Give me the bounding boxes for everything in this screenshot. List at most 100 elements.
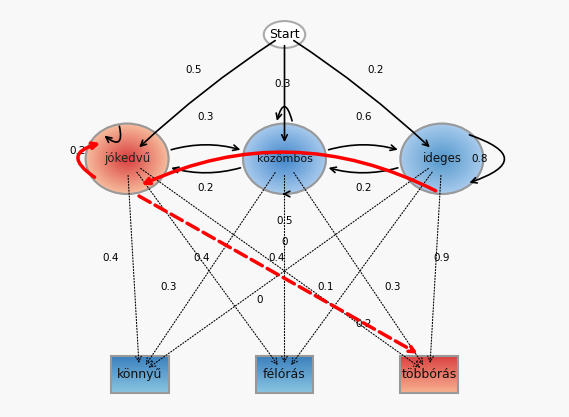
Bar [401, 389, 459, 390]
Ellipse shape [405, 127, 480, 191]
Bar [401, 367, 459, 368]
Bar [255, 357, 314, 358]
Ellipse shape [400, 123, 484, 194]
Ellipse shape [406, 128, 477, 189]
Ellipse shape [102, 137, 152, 180]
Ellipse shape [439, 156, 445, 161]
Bar [255, 360, 314, 361]
Ellipse shape [247, 127, 322, 191]
Bar [255, 384, 314, 385]
Bar [401, 381, 459, 382]
Ellipse shape [266, 143, 303, 174]
Bar [110, 358, 168, 359]
Ellipse shape [267, 144, 302, 174]
Ellipse shape [403, 126, 480, 191]
Ellipse shape [413, 134, 471, 184]
Ellipse shape [417, 137, 467, 180]
Ellipse shape [402, 125, 481, 193]
Bar [255, 356, 314, 393]
Ellipse shape [280, 155, 289, 163]
Ellipse shape [424, 144, 460, 174]
Ellipse shape [89, 127, 164, 191]
Bar [255, 385, 314, 386]
Text: 0.3: 0.3 [197, 112, 214, 122]
Ellipse shape [88, 125, 167, 193]
Ellipse shape [255, 134, 314, 184]
Bar [110, 361, 168, 362]
Text: 0.4: 0.4 [268, 253, 284, 263]
Ellipse shape [441, 158, 443, 160]
Bar [255, 381, 314, 382]
Ellipse shape [125, 157, 130, 161]
Ellipse shape [251, 131, 318, 187]
Text: félórás: félórás [263, 368, 306, 381]
Bar [401, 387, 459, 388]
Bar [255, 389, 314, 390]
Bar [110, 385, 168, 386]
Ellipse shape [125, 157, 129, 160]
Ellipse shape [249, 128, 320, 189]
Text: könnyű: könnyű [117, 368, 162, 381]
Bar [255, 364, 314, 365]
Ellipse shape [435, 153, 449, 165]
Bar [401, 371, 459, 372]
Bar [255, 361, 314, 362]
Ellipse shape [260, 138, 309, 180]
Ellipse shape [118, 151, 136, 166]
Ellipse shape [414, 135, 470, 183]
Ellipse shape [250, 130, 319, 188]
Ellipse shape [271, 147, 298, 170]
Ellipse shape [431, 149, 453, 168]
Ellipse shape [407, 129, 477, 188]
Bar [255, 390, 314, 391]
Bar [255, 366, 314, 367]
Ellipse shape [106, 141, 148, 177]
Bar [255, 370, 314, 371]
Bar [110, 389, 168, 390]
Ellipse shape [416, 137, 468, 181]
Text: Start: Start [269, 28, 300, 41]
Ellipse shape [423, 143, 461, 175]
Bar [110, 374, 168, 375]
Ellipse shape [105, 140, 149, 177]
Bar [401, 382, 459, 383]
Ellipse shape [101, 137, 153, 181]
Bar [255, 374, 314, 375]
Ellipse shape [426, 145, 458, 173]
Text: közömbös: közömbös [257, 154, 312, 164]
Ellipse shape [279, 154, 290, 163]
Text: 0.9: 0.9 [434, 253, 450, 263]
Ellipse shape [121, 154, 133, 164]
Ellipse shape [413, 134, 471, 183]
Bar [110, 380, 168, 381]
Text: 0.3: 0.3 [274, 79, 291, 89]
Bar [401, 386, 459, 387]
Ellipse shape [111, 145, 143, 173]
Bar [110, 373, 168, 374]
Text: 0: 0 [281, 236, 288, 246]
Ellipse shape [122, 154, 132, 163]
Ellipse shape [92, 128, 163, 189]
Ellipse shape [279, 154, 290, 164]
Bar [110, 367, 168, 368]
Bar [255, 380, 314, 381]
Bar [110, 359, 168, 360]
Bar [401, 376, 459, 377]
Ellipse shape [98, 134, 156, 184]
Ellipse shape [254, 133, 315, 184]
Ellipse shape [116, 149, 138, 168]
Ellipse shape [243, 123, 326, 194]
Ellipse shape [275, 151, 294, 167]
Bar [401, 359, 459, 360]
Ellipse shape [114, 148, 140, 170]
Ellipse shape [267, 144, 302, 173]
Ellipse shape [282, 156, 287, 161]
Ellipse shape [248, 128, 321, 190]
Ellipse shape [272, 148, 297, 170]
Ellipse shape [421, 141, 463, 177]
Ellipse shape [104, 138, 151, 179]
Ellipse shape [283, 158, 286, 160]
Bar [110, 377, 168, 378]
Ellipse shape [118, 151, 137, 167]
Bar [401, 357, 459, 358]
